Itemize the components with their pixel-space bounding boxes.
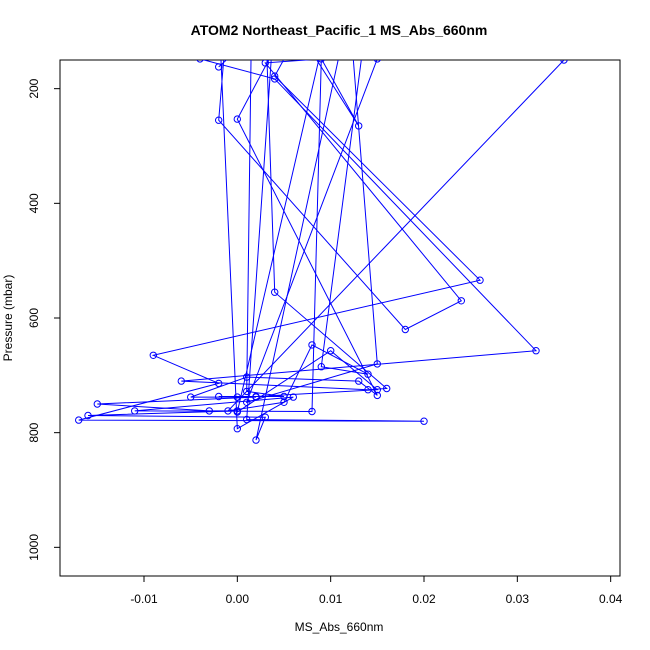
series-3 — [75, 5, 484, 425]
series-6 — [224, 5, 568, 415]
data-point — [317, 60, 325, 63]
data-point — [177, 377, 186, 385]
data-point — [225, 5, 231, 11]
x-tick-label: 0.02 — [412, 592, 436, 606]
data-point — [346, 5, 352, 11]
data-point — [196, 60, 204, 63]
data-point — [215, 63, 223, 71]
data-point — [317, 363, 325, 371]
y-tick-label: 600 — [27, 308, 41, 328]
series-7 — [215, 5, 381, 406]
y-tick-label: 400 — [27, 193, 41, 213]
series-line — [181, 60, 538, 391]
data-point — [243, 415, 251, 424]
x-tick-label: -0.01 — [130, 592, 158, 606]
data-point — [280, 398, 288, 406]
x-tick-label: 0.03 — [506, 592, 530, 606]
data-point — [233, 408, 242, 416]
series-4 — [131, 5, 465, 433]
y-tick-label: 800 — [27, 422, 41, 442]
series-line — [226, 60, 565, 412]
data-point — [309, 5, 315, 11]
x-tick-label: 0.04 — [599, 592, 623, 606]
data-point — [290, 5, 296, 11]
data-point — [215, 392, 223, 401]
data-point — [261, 60, 269, 67]
data-point — [233, 115, 242, 123]
data-point — [233, 393, 242, 401]
data-point — [224, 407, 232, 415]
data-point — [233, 425, 242, 433]
x-tick-label: 0.01 — [319, 592, 343, 606]
data-point — [131, 407, 139, 415]
y-axis: 200 400 600 800 1000 — [27, 78, 61, 561]
x-tick-label: 0.00 — [226, 592, 250, 606]
series-line — [78, 60, 481, 422]
y-tick-label: 1000 — [27, 534, 41, 561]
data-point — [532, 347, 540, 355]
series-line — [87, 60, 339, 441]
series-2 — [187, 5, 381, 416]
data-point — [272, 5, 278, 11]
data-point — [373, 360, 381, 368]
x-axis: -0.01 0.00 0.01 0.02 0.03 0.04 — [130, 575, 623, 606]
series-line — [190, 60, 379, 414]
series-line — [218, 60, 378, 404]
data-point — [560, 60, 568, 64]
data-point — [215, 116, 223, 124]
data-point — [243, 398, 251, 406]
data-point — [243, 387, 251, 396]
data-point — [252, 436, 260, 444]
data-point — [84, 411, 92, 420]
series-line — [134, 60, 463, 430]
data-point — [262, 5, 268, 11]
data-point — [420, 417, 428, 425]
data-point — [355, 122, 363, 130]
data-point — [187, 393, 195, 401]
data-point — [271, 75, 279, 83]
data-point — [364, 386, 372, 394]
data-point — [346, 5, 352, 11]
y-axis-label: Pressure (mbar) — [1, 275, 15, 362]
data-point — [289, 393, 297, 401]
data-point — [271, 288, 279, 296]
data-point — [216, 5, 222, 11]
data-point — [93, 400, 102, 408]
data-point — [373, 391, 381, 400]
chart-title: ATOM2 Northeast_Pacific_1 MS_Abs_660nm — [191, 22, 488, 38]
data-point — [75, 416, 83, 424]
plot-frame — [59, 59, 621, 577]
data-point — [365, 5, 371, 11]
data-point — [308, 341, 316, 349]
data-point — [364, 370, 372, 378]
data-point — [327, 347, 335, 355]
x-axis-label: MS_Abs_660nm — [295, 620, 384, 634]
data-point — [355, 377, 363, 385]
data-point — [308, 407, 316, 416]
data-point — [401, 325, 409, 334]
data-point — [457, 297, 465, 305]
series-5 — [177, 5, 540, 394]
data-point — [383, 384, 391, 393]
data-point — [328, 5, 334, 11]
data-point — [476, 276, 484, 284]
series-layer — [75, 5, 568, 444]
data-point — [373, 60, 381, 63]
data-point — [281, 5, 287, 11]
data-point — [149, 351, 158, 359]
y-tick-label: 200 — [27, 78, 41, 98]
